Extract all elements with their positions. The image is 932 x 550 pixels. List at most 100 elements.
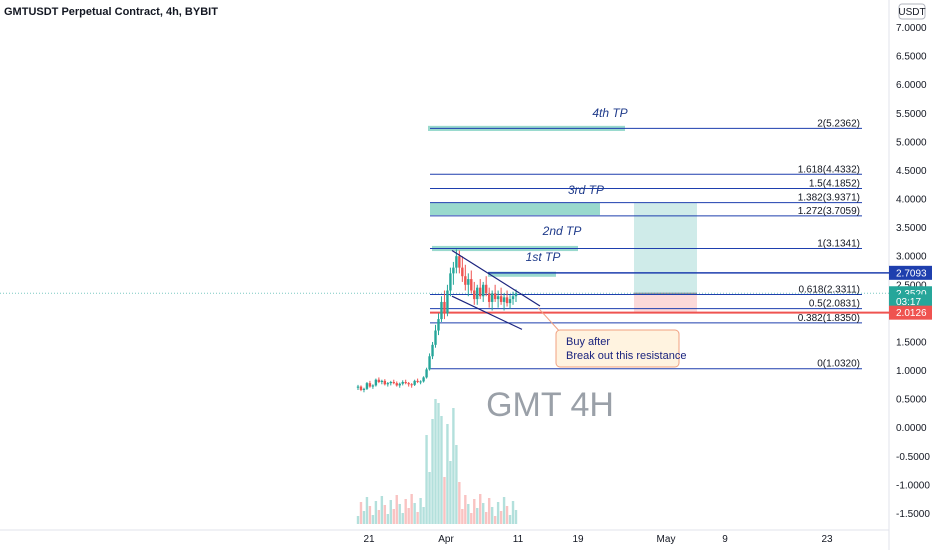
volume-bar [428, 472, 431, 524]
fib-level-label: 1(3.1341) [817, 239, 860, 250]
volume-bar [386, 514, 390, 524]
watermark: GMT 4H [486, 386, 614, 424]
volume-bar [410, 494, 413, 524]
x-tick-label: 21 [363, 534, 375, 545]
candle-body [386, 383, 390, 385]
chart-title: GMTUSDT Perpetual Contract, 4h, BYBIT [4, 6, 218, 18]
candle-body [446, 290, 449, 314]
candle-body [479, 287, 482, 297]
volume-bar [362, 511, 366, 524]
wedge-upper-line[interactable] [451, 249, 541, 307]
x-tick-label: 11 [513, 534, 524, 545]
volume-bar [502, 497, 506, 524]
volume-bar [446, 424, 449, 524]
callout-box [555, 329, 680, 368]
volume-bar [422, 507, 425, 524]
volume-bar [440, 416, 443, 524]
volume-bar [359, 502, 363, 524]
volume-bar [401, 513, 404, 524]
tp-label: 3rd TP [568, 183, 604, 197]
y-tick-label: 3.0000 [896, 252, 927, 263]
candle-body [410, 384, 413, 386]
volume-bar [413, 503, 416, 524]
candle-body [482, 284, 485, 297]
candles [356, 249, 518, 393]
candle-body [362, 388, 366, 390]
fib-level-label: 1.382(3.9371) [798, 193, 860, 204]
price-tag [889, 294, 932, 309]
volume-bar [508, 515, 512, 524]
candle-body [356, 386, 360, 388]
volume-bar [383, 505, 387, 524]
candle-body [428, 356, 431, 370]
candle-body [487, 293, 491, 302]
falling-wedge-lines[interactable] [451, 249, 541, 330]
volume-bar [455, 445, 458, 524]
volume-bar [395, 495, 398, 524]
candle-body [422, 377, 425, 382]
tp-label: 2nd TP [542, 224, 582, 238]
candle-body [380, 380, 384, 382]
y-tick-label: 6.0000 [896, 80, 927, 91]
fibonacci-extension[interactable]: 2(5.2362) 1.618(4.4332) 1.5(4.1852) 1.382(3… [430, 118, 889, 370]
candle-body [395, 383, 398, 386]
volume-bar [416, 512, 419, 524]
volume-bar [404, 499, 407, 524]
fib-level-label: 1.5(4.1852) [809, 178, 860, 189]
x-tick-label: Apr [438, 534, 454, 545]
candle-body [499, 296, 503, 302]
candle-body [419, 381, 422, 383]
candle-body [490, 293, 494, 302]
price-tag-label: 2.0126 [896, 308, 927, 319]
candle-body [374, 379, 378, 386]
x-tick-label: 19 [572, 534, 584, 545]
volume-bar [443, 477, 446, 524]
candle-body [404, 381, 407, 384]
candle-body [398, 383, 401, 386]
price-tag-label: 2.7093 [896, 268, 927, 279]
candle-body [440, 301, 443, 320]
y-tick-label: -1.5000 [896, 509, 930, 520]
volume-bar [398, 504, 401, 524]
volume-bar [425, 435, 428, 524]
x-tick-label: 9 [722, 534, 728, 545]
volume-bar [496, 502, 500, 524]
currency-badge[interactable]: USDT [898, 3, 926, 20]
volume-bar [464, 495, 467, 524]
fib-level-label: 0.382(1.8350) [798, 313, 860, 324]
fib-level-label: 0.5(2.0831) [809, 299, 860, 310]
candle-body [416, 380, 419, 382]
candle-body [383, 380, 387, 385]
candle-body [443, 301, 446, 314]
fib-level-label: 1.618(4.4332) [798, 164, 860, 175]
candle-body [401, 381, 404, 384]
volume-bar [476, 508, 479, 524]
y-tick-label: 3.5000 [896, 223, 927, 234]
candle-body [389, 381, 392, 384]
candle-body [371, 385, 375, 387]
y-tick-label: 4.0000 [896, 195, 927, 206]
fib-level-label: 0.618(2.3311) [798, 284, 860, 295]
volume-bar [452, 408, 455, 524]
annotation-callout[interactable]: Buy after Break out this resistance [537, 307, 686, 368]
wedge-lower-line[interactable] [451, 295, 523, 330]
volume-bar [389, 500, 392, 524]
y-tick-label: 1.0000 [896, 366, 927, 377]
volume-bar [431, 419, 434, 524]
tp-label: 1st TP [526, 250, 561, 264]
y-tick-label: 7.0000 [896, 23, 927, 34]
candle-body [392, 381, 395, 384]
candle-body [365, 383, 369, 389]
y-axis-ticks: 7.0000 6.5000 6.0000 5.5000 5.0000 4.5000 4.00… [896, 23, 930, 520]
long-position-tool[interactable] [634, 203, 697, 313]
volume-bar [380, 496, 384, 524]
volume-bar [434, 399, 437, 524]
tp-label: 4th TP [592, 106, 627, 120]
callout-line-1: Buy after [566, 336, 610, 348]
volume-bar [482, 503, 485, 524]
candle-body [508, 299, 512, 304]
target-labels: 4th TP 3rd TP 2nd TP 1st TP [526, 106, 628, 264]
volume-bar [377, 510, 381, 524]
